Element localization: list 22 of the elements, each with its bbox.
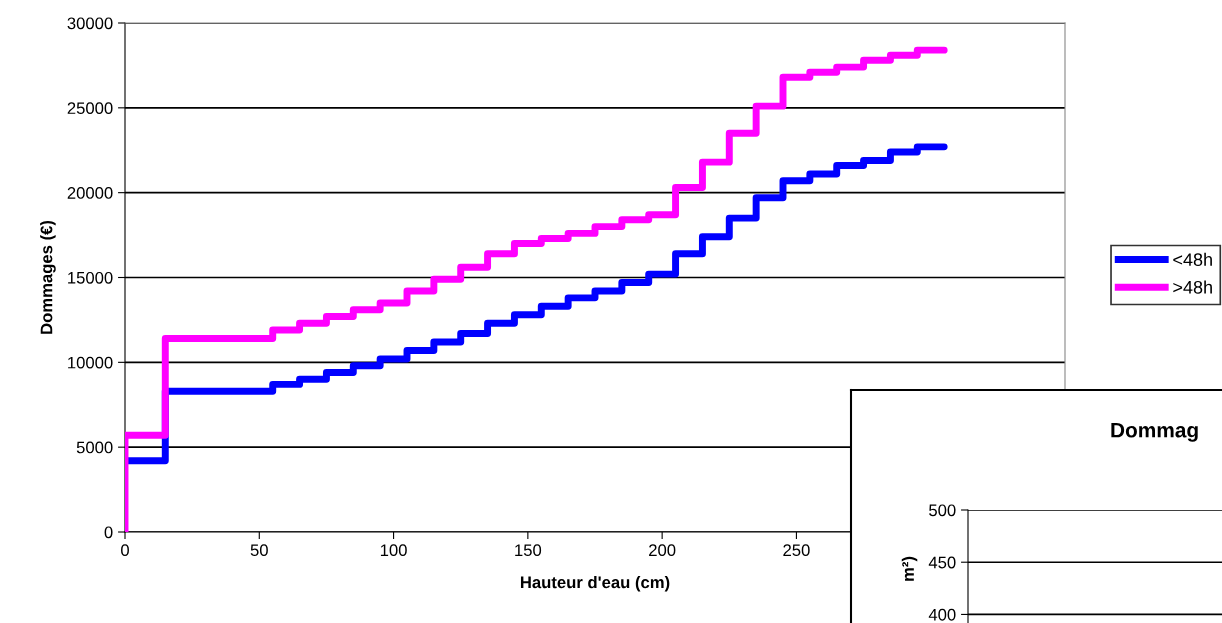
y-tick-label: 10000 [68, 356, 113, 369]
x-tick-label: 0 [121, 544, 129, 557]
text: 400 [928, 608, 956, 621]
text: 450 [928, 556, 956, 569]
annotation: 500 [929, 504, 956, 517]
legend-label: <48h [1173, 252, 1212, 267]
y-tick-label: 0 [104, 526, 113, 539]
y-tick-label: 25000 [67, 102, 113, 115]
y-tick-label: 30000 [67, 17, 113, 30]
x-tick-label: 100 [380, 544, 407, 557]
y-tick-label: 5000 [76, 441, 113, 454]
legend-label: >48h [1173, 280, 1212, 294]
x-tick-label: 50 [250, 544, 268, 557]
x-tick-label: 250 [783, 544, 810, 557]
y-tick-label: 20000 [67, 187, 113, 199]
text: m²) [901, 556, 918, 581]
y-tick-label: 15000 [68, 271, 113, 284]
x-tick-label: 200 [649, 544, 676, 557]
x-axis-title: Hauteur d'eau (cm) [520, 576, 670, 592]
text: Dommag [1111, 422, 1198, 442]
y-axis-title: Dommages (€) [40, 220, 56, 334]
x-tick-label: 150 [515, 544, 542, 557]
